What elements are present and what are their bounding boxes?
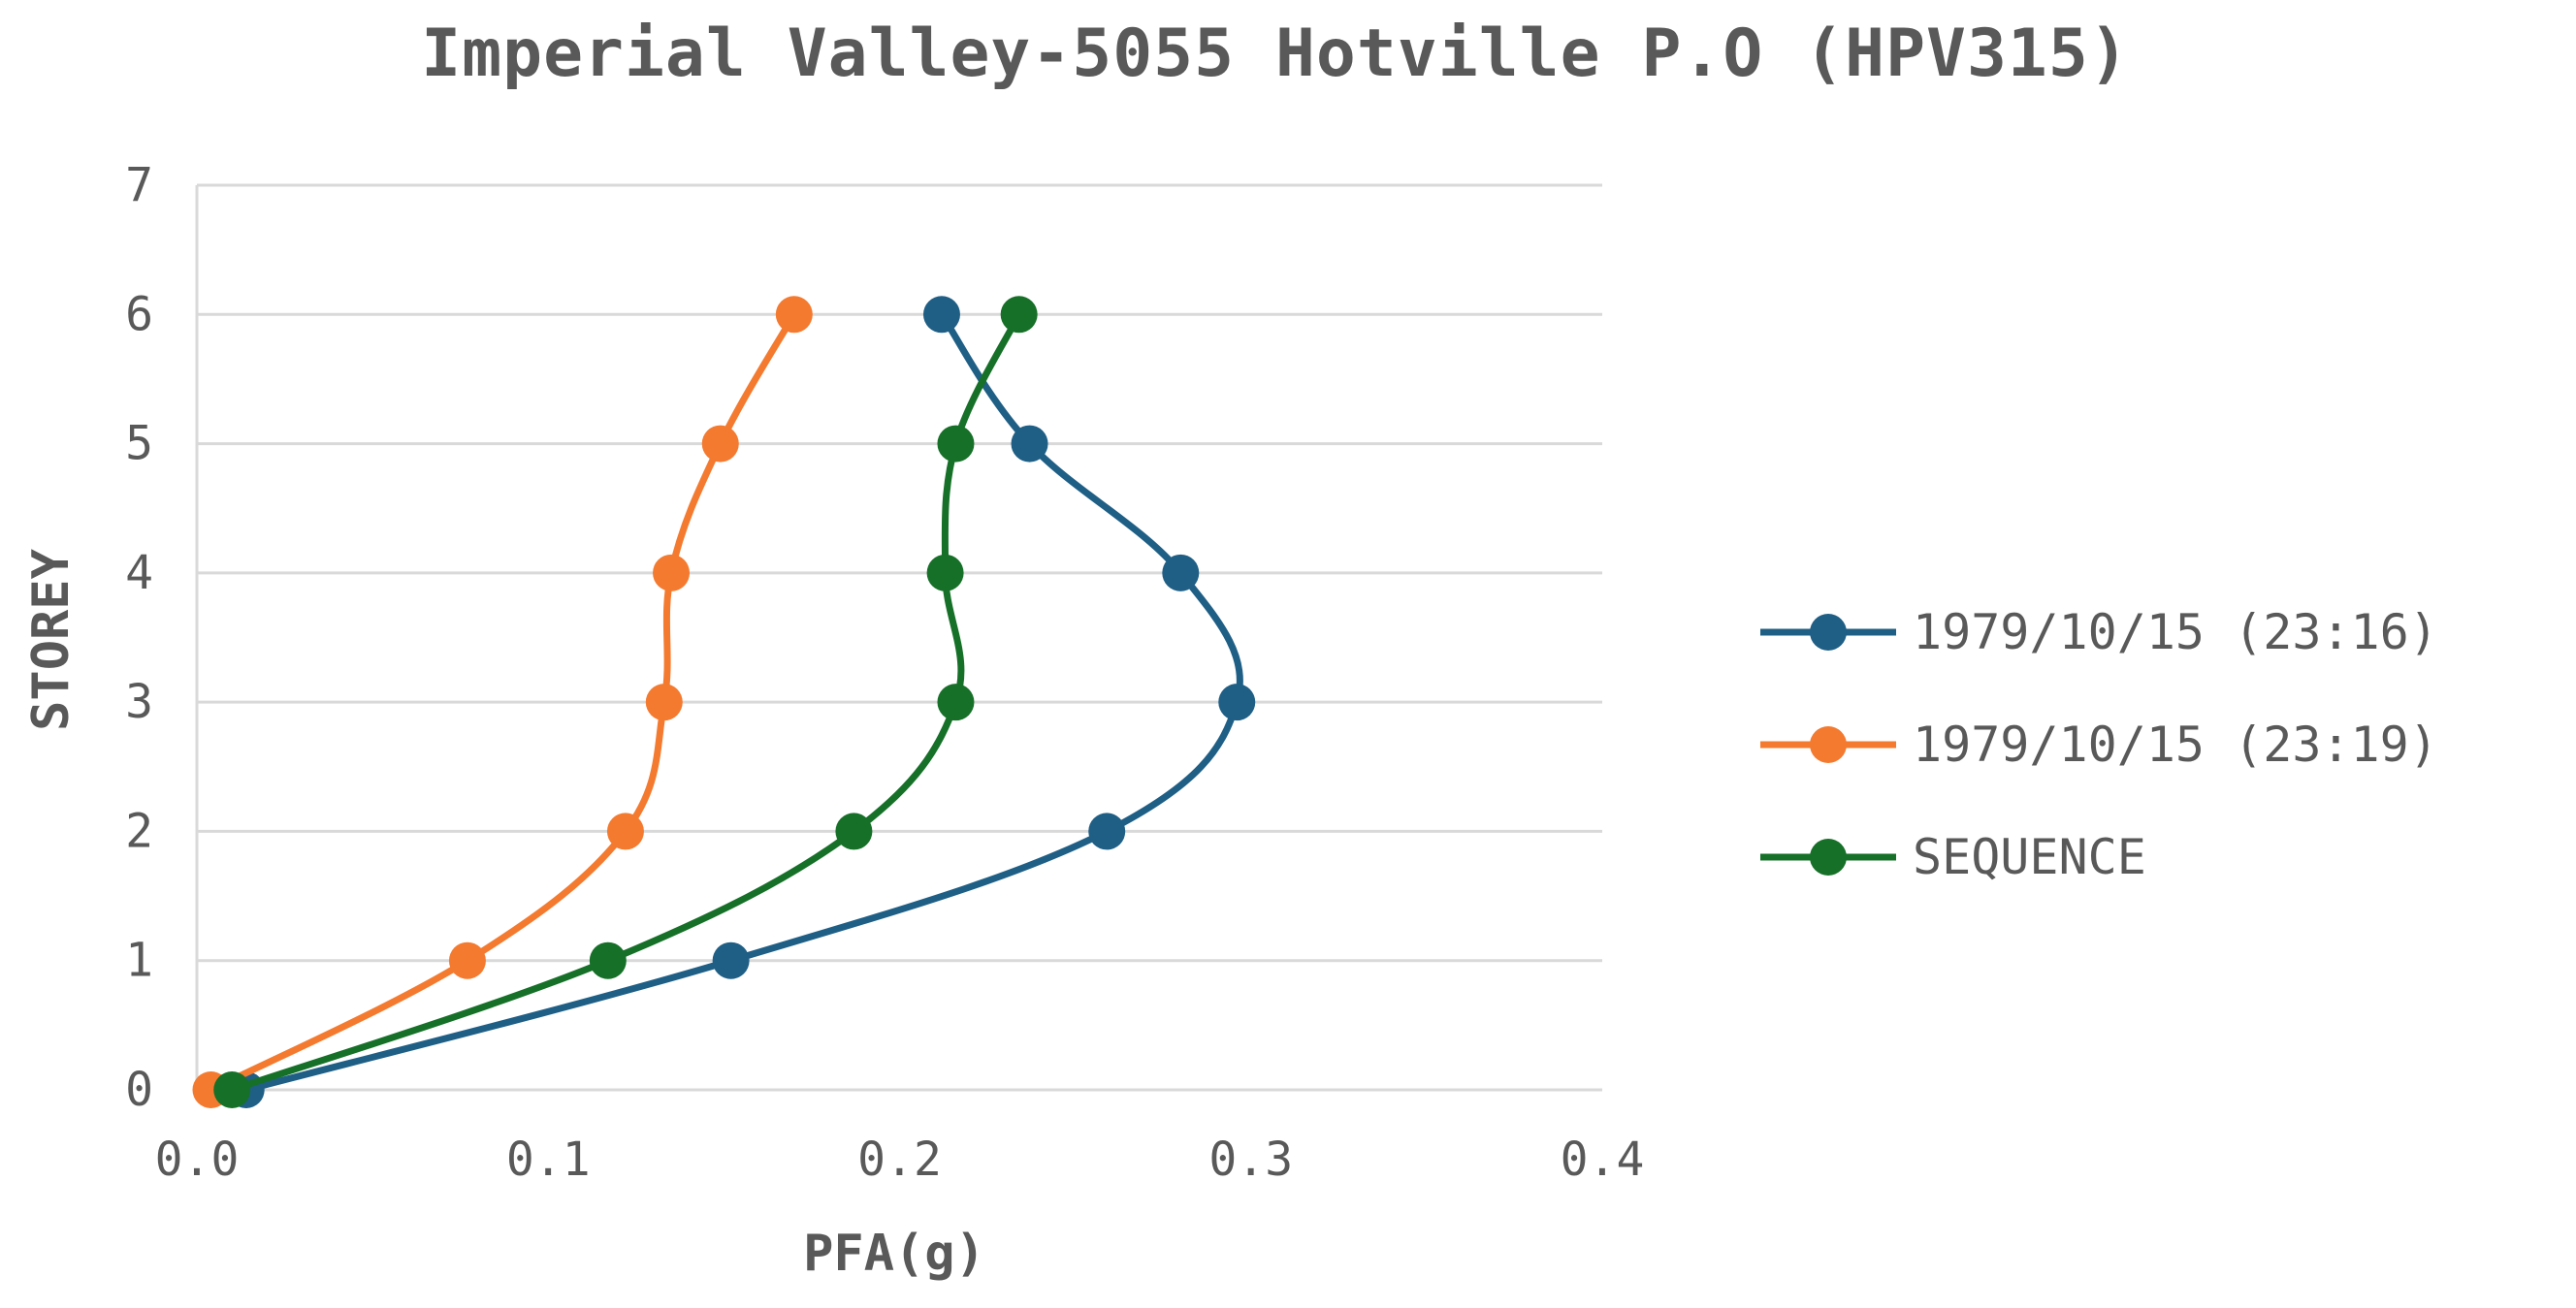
x-tick-label: 0.2 — [857, 1133, 942, 1187]
data-point — [1088, 813, 1126, 850]
y-tick-label: 3 — [125, 675, 153, 729]
series-2 — [192, 296, 813, 1108]
legend-entry-1: 1979/10/15 (23:16) — [1760, 604, 2438, 660]
series-line — [244, 312, 1243, 1094]
legend-label: SEQUENCE — [1913, 829, 2146, 885]
x-tick-label: 0.1 — [506, 1133, 591, 1187]
data-point — [653, 554, 691, 591]
legend-marker — [1810, 839, 1847, 876]
grid — [197, 183, 1602, 963]
data-point — [775, 296, 813, 334]
data-point — [1000, 296, 1038, 334]
y-tick-label: 6 — [125, 287, 153, 341]
x-tick-label: 0.3 — [1208, 1133, 1293, 1187]
legend-label: 1979/10/15 (23:19) — [1913, 717, 2438, 773]
y-tick-label: 5 — [125, 417, 153, 471]
x-tick-label: 0.0 — [155, 1133, 240, 1187]
data-point — [448, 941, 486, 979]
legend-marker — [1810, 614, 1847, 651]
y-tick-label: 7 — [125, 158, 153, 212]
legend: 1979/10/15 (23:16) 1979/10/15 (23:19) SEQU… — [1760, 604, 2438, 885]
legend-marker — [1810, 726, 1847, 763]
y-tick-label: 1 — [125, 934, 153, 988]
legend-label: 1979/10/15 (23:16) — [1913, 604, 2438, 660]
data-point — [701, 425, 739, 463]
data-point — [1218, 684, 1256, 721]
data-point — [712, 941, 750, 979]
data-point — [922, 296, 960, 334]
y-tick-label: 4 — [125, 546, 153, 600]
x-axis-title: PFA(g) — [803, 1225, 985, 1283]
data-point — [1011, 425, 1048, 463]
data-point — [589, 941, 627, 979]
data-point — [606, 813, 644, 850]
chart-title: Imperial Valley-5055 Hotville P.O (HPV31… — [421, 16, 2129, 92]
data-point — [213, 1071, 251, 1108]
data-point — [835, 813, 873, 850]
y-tick-label: 2 — [125, 804, 153, 858]
data-point — [937, 425, 975, 463]
data-point — [645, 684, 683, 721]
series-3 — [213, 296, 1038, 1108]
axes: 0 1 2 3 4 5 6 7 0.0 0.1 0.2 0.3 0.4 — [125, 158, 1644, 1187]
y-tick-label: 0 — [125, 1063, 153, 1117]
legend-entry-3: SEQUENCE — [1760, 829, 2146, 885]
data-point — [937, 684, 975, 721]
data-point — [926, 554, 964, 591]
data-point — [1162, 554, 1200, 591]
y-axis-title: STOREY — [22, 548, 80, 731]
x-tick-label: 0.4 — [1561, 1133, 1645, 1187]
legend-entry-2: 1979/10/15 (23:19) — [1760, 717, 2438, 773]
series — [192, 296, 1256, 1108]
